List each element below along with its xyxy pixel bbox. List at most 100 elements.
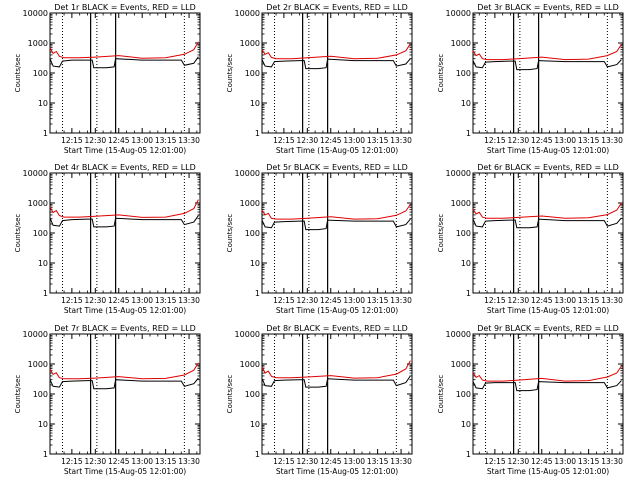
y-tick-label: 1000: [28, 39, 48, 48]
x-tick-label: 13:15: [578, 296, 600, 305]
series-line-events: [49, 56, 199, 69]
x-tick-label: 13:30: [601, 457, 623, 466]
plot-frame: [261, 333, 413, 455]
x-tick-label: 12:45: [320, 457, 342, 466]
y-tick-label: 1: [466, 289, 471, 298]
x-tick-label: 13:15: [155, 136, 177, 145]
y-tick-label: 10000: [446, 330, 471, 339]
x-tick-label: 12:30: [85, 296, 107, 305]
y-tick-label: 1000: [451, 39, 471, 48]
x-tick-label: 12:30: [85, 136, 107, 145]
detector-plot-1: Det 1r BLACK = Events, RED = LLD 1 10 100 10…: [14, 3, 201, 155]
x-tick-label: 13:30: [390, 296, 412, 305]
y-tick-label: 10000: [23, 169, 48, 178]
series-line-lld: [49, 41, 199, 59]
y-axis-label: Counts/sec: [226, 214, 234, 253]
y-tick-label: 100: [245, 390, 260, 399]
y-tick-label: 1: [43, 450, 48, 459]
y-tick-label: 10: [38, 99, 48, 108]
x-tick-label: 13:00: [131, 136, 153, 145]
x-tick-label: 13:00: [131, 457, 153, 466]
plot-frame: [472, 12, 624, 134]
series-line-lld: [261, 204, 411, 220]
series-line-lld: [472, 44, 622, 61]
x-tick-label: 12:15: [484, 296, 506, 305]
plot-frame: [49, 12, 201, 134]
y-tick-label: 100: [245, 229, 260, 238]
detector-plot-8: Det 8r BLACK = Events, RED = LLD 1 10 100 10…: [226, 324, 413, 476]
x-tick-label: 13:00: [554, 296, 576, 305]
x-tick-label: 12:15: [273, 136, 295, 145]
x-axis-label: Start Time (15-Aug-05 12:01:00): [64, 467, 186, 476]
x-tick-label: 13:15: [367, 296, 389, 305]
x-tick-label: 12:45: [320, 136, 342, 145]
y-tick-label: 1000: [28, 360, 48, 369]
x-tick-label: 12:15: [61, 296, 83, 305]
detector-plot-6: Det 6r BLACK = Events, RED = LLD 1 10 100 10…: [437, 163, 624, 315]
x-axis-label: Start Time (15-Aug-05 12:01:00): [276, 146, 398, 155]
x-tick-label: 12:45: [320, 296, 342, 305]
x-tick-label: 13:30: [390, 136, 412, 145]
plot-frame: [261, 172, 413, 294]
x-tick-label: 13:30: [601, 136, 623, 145]
y-tick-label: 10: [250, 420, 260, 429]
y-tick-label: 1: [43, 289, 48, 298]
detector-plot-5: Det 5r BLACK = Events, RED = LLD 1 10 100 10…: [226, 163, 413, 315]
y-axis-label: Counts/sec: [14, 375, 22, 414]
plot-frame: [472, 333, 624, 455]
y-tick-label: 1: [466, 129, 471, 138]
x-tick-label: 12:15: [273, 296, 295, 305]
y-tick-label: 10000: [235, 9, 260, 18]
y-tick-label: 1000: [451, 199, 471, 208]
series-line-events: [261, 375, 411, 388]
y-axis-label: Counts/sec: [437, 54, 445, 93]
plot-title: Det 6r BLACK = Events, RED = LLD: [477, 163, 619, 172]
series-line-lld: [49, 199, 199, 218]
detector-plot-7: Det 7r BLACK = Events, RED = LLD 1 10 100 10…: [14, 324, 201, 476]
x-tick-label: 12:15: [61, 457, 83, 466]
x-tick-label: 13:00: [343, 457, 365, 466]
x-tick-label: 12:30: [508, 296, 530, 305]
y-tick-label: 1: [43, 129, 48, 138]
y-tick-label: 1000: [28, 199, 48, 208]
x-tick-label: 12:30: [508, 136, 530, 145]
y-tick-label: 10: [250, 259, 260, 268]
x-tick-label: 12:45: [531, 296, 553, 305]
y-tick-label: 10: [461, 259, 471, 268]
y-tick-label: 1: [466, 450, 471, 459]
x-axis-label: Start Time (15-Aug-05 12:01:00): [487, 146, 609, 155]
series-line-events: [472, 217, 622, 229]
plot-title: Det 5r BLACK = Events, RED = LLD: [266, 163, 408, 172]
x-tick-label: 13:15: [367, 457, 389, 466]
y-tick-label: 1000: [240, 199, 260, 208]
y-tick-label: 100: [33, 229, 48, 238]
y-axis-label: Counts/sec: [14, 54, 22, 93]
x-axis-label: Start Time (15-Aug-05 12:01:00): [276, 306, 398, 315]
y-tick-label: 1: [255, 450, 260, 459]
y-tick-label: 1000: [240, 39, 260, 48]
x-tick-label: 12:45: [108, 296, 130, 305]
x-tick-label: 12:45: [531, 136, 553, 145]
x-axis-label: Start Time (15-Aug-05 12:01:00): [64, 146, 186, 155]
x-tick-label: 13:15: [155, 457, 177, 466]
x-tick-label: 12:45: [108, 136, 130, 145]
series-line-lld: [472, 202, 622, 219]
x-tick-label: 13:30: [390, 457, 412, 466]
x-tick-label: 12:30: [297, 296, 319, 305]
y-tick-label: 10000: [446, 9, 471, 18]
y-axis-label: Counts/sec: [226, 54, 234, 93]
x-tick-label: 12:30: [297, 457, 319, 466]
y-tick-label: 100: [456, 229, 471, 238]
detector-plot-3: Det 3r BLACK = Events, RED = LLD 1 10 100 10…: [437, 3, 624, 155]
x-tick-label: 13:00: [343, 136, 365, 145]
y-tick-label: 10000: [23, 330, 48, 339]
plot-title: Det 8r BLACK = Events, RED = LLD: [266, 324, 408, 333]
y-tick-label: 10: [250, 99, 260, 108]
plot-frame: [49, 172, 201, 294]
series-line-lld: [49, 362, 199, 380]
x-tick-label: 13:00: [554, 457, 576, 466]
series-line-events: [261, 58, 411, 70]
y-tick-label: 10000: [446, 169, 471, 178]
